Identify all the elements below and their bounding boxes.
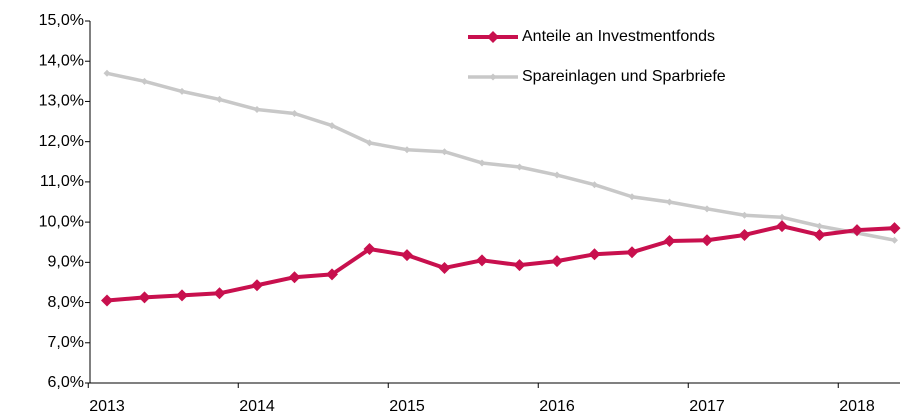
marker — [663, 235, 676, 248]
marker — [591, 181, 598, 189]
marker — [441, 148, 448, 156]
marker — [741, 211, 748, 219]
y-tick-label: 7,0% — [48, 334, 84, 351]
marker — [401, 249, 413, 262]
marker — [816, 222, 823, 230]
marker — [253, 105, 261, 113]
marker — [891, 236, 898, 244]
marker — [288, 271, 301, 284]
marker — [366, 139, 373, 147]
y-tick-label: 12,0% — [39, 133, 84, 150]
legend-marker — [487, 31, 499, 43]
marker — [701, 234, 713, 247]
marker — [291, 110, 298, 118]
y-tick-label: 15,0% — [39, 12, 84, 29]
marker — [478, 159, 486, 167]
marker — [738, 228, 751, 241]
marker — [403, 146, 411, 154]
series-line — [106, 71, 895, 242]
marker — [776, 220, 788, 233]
marker — [666, 198, 673, 206]
marker — [178, 87, 186, 95]
marker — [141, 77, 148, 85]
marker — [328, 122, 336, 130]
y-tick-label: 13,0% — [39, 93, 84, 110]
x-tick-label: 2016 — [539, 398, 575, 415]
series-line — [106, 224, 895, 303]
marker — [513, 259, 526, 272]
marker — [628, 193, 636, 201]
y-tick-label: 14,0% — [39, 52, 84, 69]
marker — [251, 279, 263, 292]
marker — [176, 289, 188, 302]
marker — [326, 268, 338, 281]
x-tick-label: 2014 — [239, 398, 275, 415]
marker — [588, 248, 601, 261]
y-tick-label: 6,0% — [48, 374, 84, 391]
marker — [213, 287, 226, 300]
marker — [778, 213, 786, 221]
marker — [551, 255, 563, 268]
marker — [103, 69, 111, 77]
y-tick-label: 10,0% — [39, 213, 84, 230]
legend-label: Anteile an Investmentfonds — [522, 28, 715, 45]
y-tick-label: 8,0% — [48, 294, 84, 311]
marker — [851, 224, 863, 237]
legend-marker — [489, 73, 497, 81]
marker — [138, 291, 151, 304]
marker — [438, 261, 451, 274]
marker — [553, 171, 561, 179]
marker — [476, 254, 488, 267]
y-tick-label: 11,0% — [40, 173, 84, 190]
marker — [516, 163, 523, 171]
marker — [626, 246, 638, 259]
marker — [703, 205, 711, 213]
marker — [888, 222, 901, 235]
y-tick-label: 9,0% — [48, 254, 84, 271]
x-tick-label: 2017 — [689, 398, 725, 415]
marker — [813, 228, 826, 241]
legend-label: Spareinlagen und Sparbriefe — [522, 68, 726, 85]
x-tick-label: 2018 — [839, 398, 875, 415]
marker — [101, 294, 113, 307]
marker — [363, 243, 376, 256]
x-tick-label: 2015 — [389, 398, 425, 415]
x-tick-label: 2013 — [89, 398, 125, 415]
marker — [216, 95, 223, 103]
